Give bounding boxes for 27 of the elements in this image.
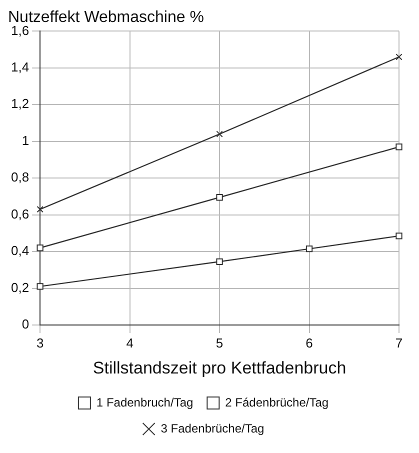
x-tick-label: 6 [306,335,313,350]
x-tick-label: 7 [395,335,403,350]
x-tick-label: 4 [126,335,134,350]
point [36,244,44,252]
y-tick-label: 1,2 [10,96,30,112]
point [216,194,223,201]
point [396,54,402,60]
x-tick-label: 5 [216,335,224,350]
legend-label: 2 Fádenbrüche/Tag [225,395,329,410]
point [36,206,44,213]
point [306,245,313,252]
legend-label: 1 Fadenbruch/Tag [96,395,194,410]
point [396,144,402,150]
y-tick-label: 0,2 [10,280,30,295]
y-tick-label: 0 [22,316,30,332]
y-tick-label: 1,4 [10,60,30,75]
y-tick-label: 0,4 [10,243,30,258]
point [36,283,44,290]
legend-label: 3 Fadenbrüche/Tag [160,421,264,436]
x-axis-title: Stillstandszeit pro Kettfadenbruch [92,358,346,378]
point [216,130,223,138]
y-tick-label: 0,6 [10,206,30,222]
x-tick-label: 3 [36,335,44,350]
point [396,232,402,240]
y-tick-label: 0,8 [10,170,30,185]
point [216,258,223,265]
y-tick-label: 1 [22,132,30,148]
